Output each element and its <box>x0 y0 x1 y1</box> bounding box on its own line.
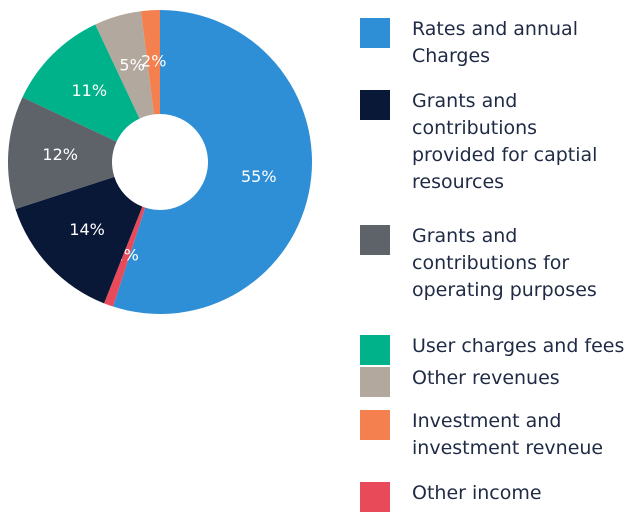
legend-item: Rates and annual Charges <box>360 18 640 70</box>
legend-item: Other revenues <box>360 367 640 397</box>
legend-label: Rates and annual Charges <box>412 18 578 67</box>
legend-item: Grants and contributions for operating p… <box>360 225 640 304</box>
legend-item: Other income <box>360 482 640 512</box>
slice <box>15 176 143 304</box>
slice <box>7 97 117 209</box>
slice <box>113 10 313 314</box>
slice <box>104 206 146 307</box>
slice <box>140 10 160 115</box>
legend-label: Grants and contributions provided for ca… <box>412 90 598 193</box>
donut-chart: 55%1%14%12%11%5%2% <box>7 10 313 314</box>
legend-item: Investment and investment revneue <box>360 410 640 462</box>
legend-item: Grants and contributions provided for ca… <box>360 90 640 196</box>
legend-swatch <box>360 482 390 512</box>
slice-label: 2% <box>141 52 166 71</box>
slice <box>95 11 154 119</box>
legend-label: Other income <box>412 482 542 504</box>
legend-label: User charges and fees <box>412 335 625 357</box>
slice-label: 11% <box>72 81 108 100</box>
legend-swatch <box>360 225 390 255</box>
legend-swatch <box>360 410 390 440</box>
legend-swatch <box>360 18 390 48</box>
legend-label: Grants and contributions for operating p… <box>412 225 597 301</box>
legend-swatch <box>360 335 390 365</box>
slice-label: 5% <box>119 55 144 74</box>
legend-swatch <box>360 367 390 397</box>
legend-swatch <box>360 90 390 120</box>
slice-label: 12% <box>42 145 78 164</box>
slice-label: 14% <box>69 220 105 239</box>
legend-label: Investment and investment revneue <box>412 410 604 459</box>
slice <box>22 24 140 142</box>
slice-label: 55% <box>241 167 277 186</box>
legend-label: Other revenues <box>412 367 560 389</box>
legend-item: User charges and fees <box>360 335 640 365</box>
